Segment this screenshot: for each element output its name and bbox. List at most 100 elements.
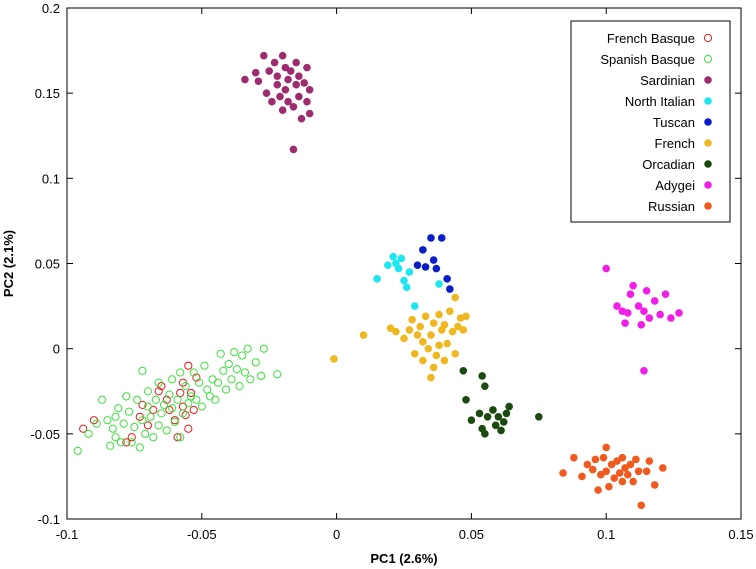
data-point xyxy=(232,365,241,374)
data-point xyxy=(535,413,543,421)
data-point xyxy=(305,109,314,118)
data-point xyxy=(645,457,654,465)
data-point xyxy=(251,68,260,77)
data-point xyxy=(610,474,619,482)
data-point xyxy=(429,256,438,264)
data-point xyxy=(127,438,136,447)
data-point xyxy=(235,382,244,391)
data-point xyxy=(108,424,117,433)
data-point xyxy=(634,467,643,476)
data-point xyxy=(642,467,651,476)
data-point xyxy=(170,417,179,427)
data-point xyxy=(440,356,449,365)
data-point xyxy=(230,347,239,357)
data-point xyxy=(168,404,177,413)
data-point xyxy=(599,453,608,462)
data-point xyxy=(184,399,193,408)
data-point xyxy=(278,106,287,114)
legend-marker xyxy=(703,33,713,43)
data-point xyxy=(462,312,470,321)
data-point xyxy=(289,102,298,111)
data-point xyxy=(186,388,196,398)
data-point xyxy=(459,326,468,334)
data-point xyxy=(181,382,190,391)
data-point xyxy=(195,378,204,387)
data-point xyxy=(637,321,646,329)
data-point xyxy=(146,412,155,421)
x-tick-label: 0.15 xyxy=(728,527,753,542)
data-point xyxy=(122,392,131,401)
data-point xyxy=(386,324,395,333)
data-point xyxy=(446,307,454,315)
data-point xyxy=(254,77,263,86)
data-point xyxy=(475,409,484,418)
data-point xyxy=(451,349,460,358)
data-point xyxy=(273,370,282,379)
data-point xyxy=(384,261,392,270)
data-point xyxy=(629,477,637,486)
data-point xyxy=(621,464,629,472)
data-points xyxy=(73,51,683,510)
data-point xyxy=(483,413,492,421)
data-point xyxy=(410,302,419,310)
data-point xyxy=(330,355,338,363)
data-point xyxy=(227,375,236,384)
legend-marker xyxy=(704,160,712,168)
series-french xyxy=(330,293,470,382)
data-point xyxy=(297,114,306,123)
data-point xyxy=(413,331,422,339)
data-point xyxy=(613,302,621,310)
data-point xyxy=(138,366,147,375)
data-point xyxy=(629,281,637,290)
data-point xyxy=(437,234,446,242)
data-point xyxy=(192,373,201,382)
y-tick-label: 0.2 xyxy=(42,1,60,16)
data-point xyxy=(259,344,268,353)
series-adygei xyxy=(602,264,683,375)
data-point xyxy=(173,395,182,404)
x-tick-label: 0.05 xyxy=(459,527,484,542)
data-point xyxy=(281,63,290,72)
y-axis-title: PC2 (2.1%) xyxy=(1,230,16,297)
data-point xyxy=(238,351,247,360)
data-point xyxy=(421,312,430,321)
series-russian xyxy=(559,443,667,510)
data-point xyxy=(111,433,120,442)
data-point xyxy=(276,92,284,101)
legend-item: Spanish Basque xyxy=(600,52,713,67)
data-point xyxy=(132,395,142,404)
data-point xyxy=(621,319,629,327)
data-point xyxy=(173,433,182,442)
data-point xyxy=(124,407,134,416)
data-point xyxy=(400,276,408,285)
legend-label: Tuscan xyxy=(653,115,695,130)
legend-label: Adygei xyxy=(655,178,695,193)
data-point xyxy=(429,363,438,372)
data-point xyxy=(106,441,115,450)
data-point xyxy=(303,97,311,106)
data-point xyxy=(435,341,443,350)
data-point xyxy=(176,368,185,377)
data-point xyxy=(667,314,675,322)
data-point xyxy=(623,470,632,479)
data-point xyxy=(203,385,212,394)
data-point xyxy=(178,409,188,418)
data-point xyxy=(588,465,597,474)
legend-label: Sardinian xyxy=(640,73,695,88)
data-point xyxy=(114,404,123,413)
data-point xyxy=(270,58,279,67)
data-point xyxy=(211,395,220,404)
legend-item: Adygei xyxy=(655,178,712,193)
data-point xyxy=(295,72,303,80)
data-point xyxy=(168,375,177,384)
x-tick-label: -0.1 xyxy=(56,527,78,542)
data-point xyxy=(427,234,435,242)
data-point xyxy=(373,275,381,283)
data-point xyxy=(286,67,295,75)
data-point xyxy=(462,395,470,404)
data-point xyxy=(292,80,300,89)
data-point xyxy=(443,339,451,348)
data-point xyxy=(151,395,161,404)
data-point xyxy=(149,433,158,442)
